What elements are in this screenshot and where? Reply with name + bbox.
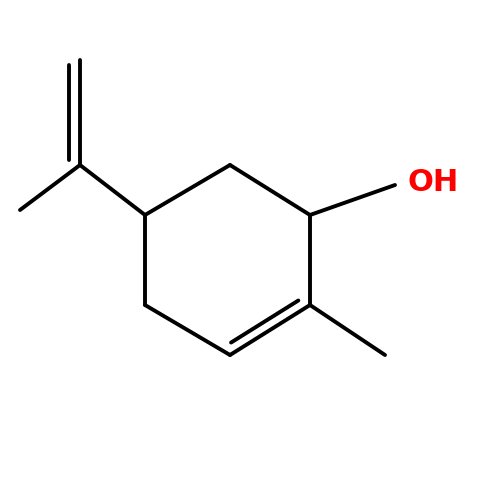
Text: OH: OH (408, 168, 459, 197)
